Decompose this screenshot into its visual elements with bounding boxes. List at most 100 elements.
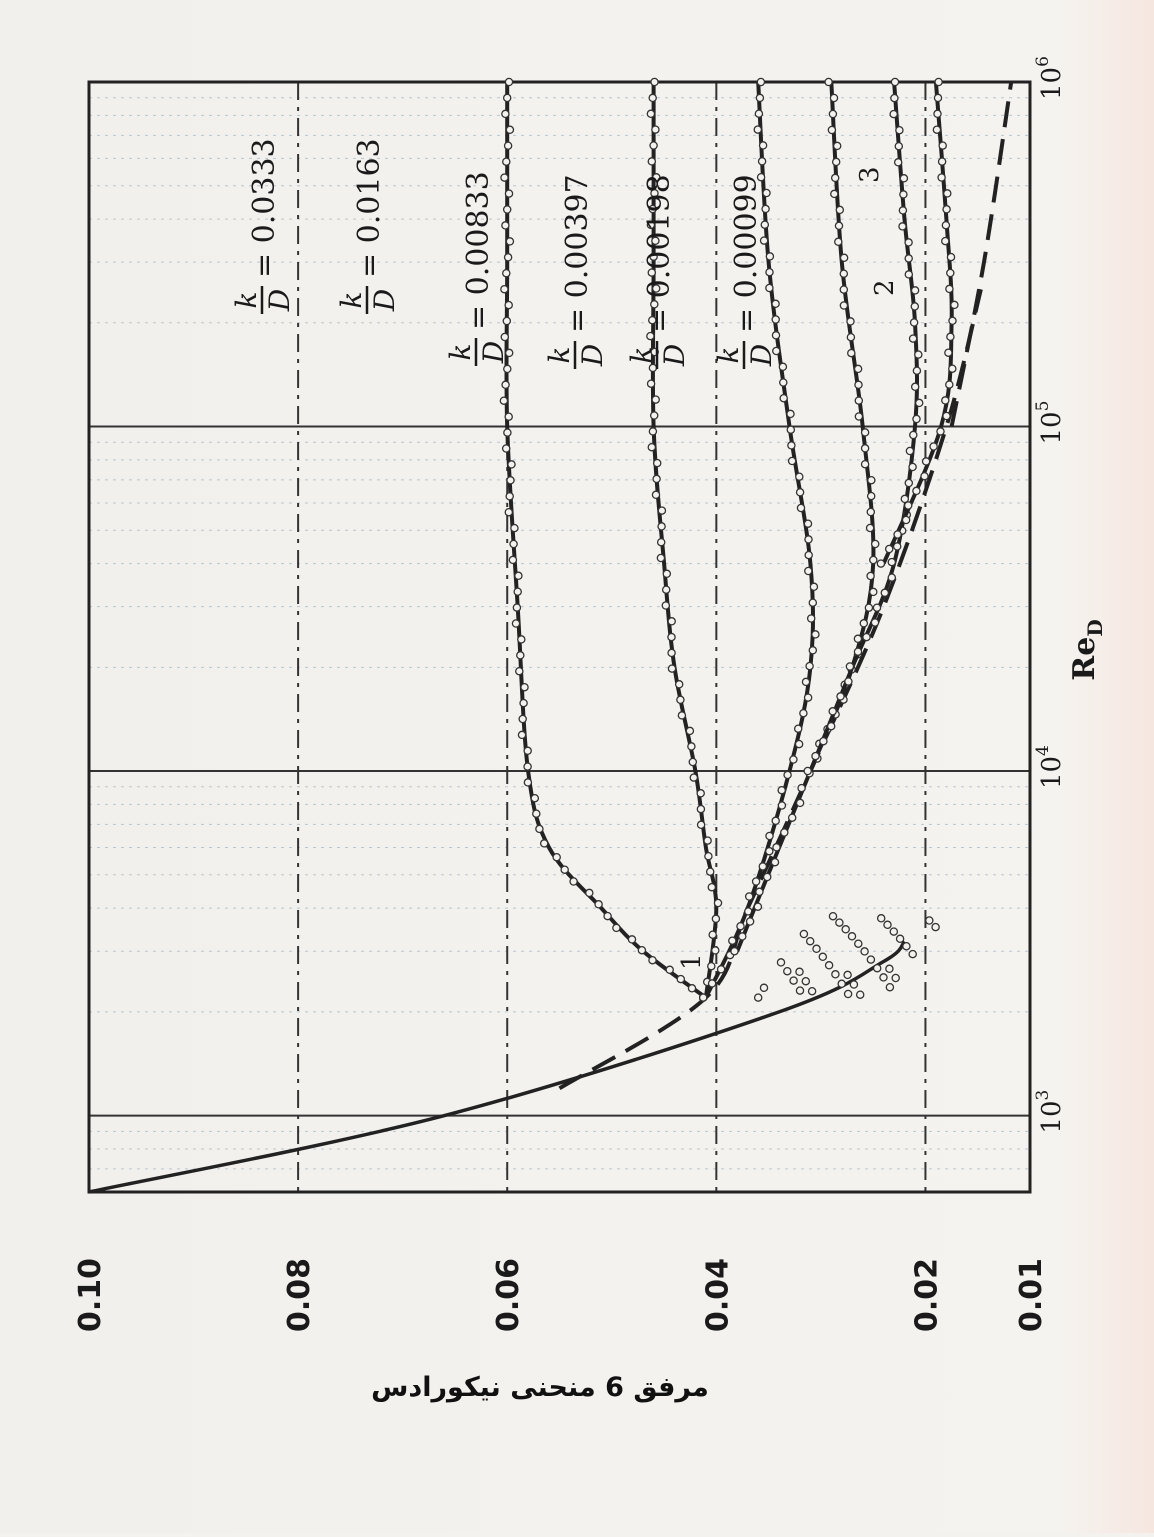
figure-caption: مرفق 6 منحنی نیکورادس bbox=[371, 1372, 709, 1403]
data-point bbox=[789, 976, 798, 985]
data-point bbox=[667, 617, 676, 626]
data-point bbox=[937, 157, 947, 166]
chart-labels: 103 104 105 106 0.10 0.08 0.06 0.04 0.02 0.01 ReD 1… bbox=[73, 56, 1107, 1332]
data-point bbox=[948, 364, 957, 373]
data-point bbox=[503, 364, 512, 374]
data-point bbox=[811, 630, 820, 639]
data-point bbox=[505, 125, 515, 135]
data-point bbox=[771, 816, 780, 826]
data-point bbox=[899, 174, 909, 183]
data-point bbox=[859, 619, 869, 628]
data-point bbox=[824, 77, 833, 87]
data-point bbox=[803, 766, 812, 776]
data-point bbox=[585, 888, 594, 898]
data-point bbox=[504, 348, 514, 358]
data-point bbox=[900, 494, 910, 504]
data-point bbox=[902, 941, 911, 951]
data-point bbox=[650, 188, 659, 198]
data-point bbox=[839, 285, 849, 294]
data-point bbox=[753, 993, 763, 1002]
data-point bbox=[759, 983, 769, 993]
data-point bbox=[854, 939, 863, 948]
data-point bbox=[921, 457, 931, 466]
series-label: k D = 0.00198 bbox=[625, 174, 691, 369]
data-point bbox=[904, 238, 913, 247]
data-point bbox=[569, 877, 578, 886]
data-point bbox=[836, 692, 845, 701]
data-point bbox=[505, 237, 515, 246]
roughness-value: = 0.00198 bbox=[642, 174, 677, 333]
data-point bbox=[941, 220, 951, 230]
data-point bbox=[504, 77, 514, 87]
series-label: k D = 0.00397 bbox=[543, 174, 609, 369]
data-point bbox=[515, 666, 524, 676]
data-point bbox=[657, 506, 667, 515]
data-point bbox=[950, 300, 959, 310]
data-point bbox=[943, 189, 952, 198]
data-point bbox=[779, 393, 788, 403]
data-point bbox=[804, 550, 813, 560]
data-point bbox=[890, 77, 900, 87]
data-point bbox=[779, 378, 788, 387]
data-point bbox=[826, 721, 836, 731]
data-point bbox=[901, 515, 911, 525]
data-point bbox=[796, 503, 806, 513]
data-point bbox=[696, 820, 706, 830]
data-point bbox=[661, 585, 671, 594]
data-point bbox=[889, 927, 899, 936]
transition-data-points bbox=[753, 911, 940, 1002]
data-point bbox=[707, 961, 716, 971]
data-point bbox=[523, 778, 533, 787]
data-point bbox=[892, 542, 902, 551]
reference-line-label: 3 bbox=[855, 166, 885, 183]
data-point bbox=[667, 632, 676, 642]
data-point bbox=[914, 398, 924, 408]
data-point bbox=[516, 651, 525, 660]
data-point bbox=[650, 300, 659, 309]
data-point bbox=[797, 783, 806, 793]
y-tick-label: 0.04 bbox=[700, 1258, 735, 1332]
data-point bbox=[839, 301, 849, 310]
data-point bbox=[839, 269, 849, 278]
data-point bbox=[646, 109, 656, 119]
data-point bbox=[502, 93, 512, 103]
data-point bbox=[912, 366, 922, 375]
data-point bbox=[612, 923, 621, 933]
data-point bbox=[770, 857, 780, 867]
fraction-denominator: D bbox=[745, 344, 778, 367]
data-point bbox=[646, 220, 656, 230]
data-point bbox=[696, 804, 706, 814]
data-point bbox=[843, 970, 852, 980]
x-tick-label: 105 bbox=[1033, 401, 1067, 445]
data-point bbox=[847, 348, 856, 358]
data-point bbox=[594, 900, 603, 909]
data-point bbox=[860, 428, 870, 437]
data-point bbox=[677, 711, 687, 720]
data-point bbox=[885, 964, 894, 974]
plot-border bbox=[87, 80, 1032, 1194]
data-point bbox=[736, 921, 745, 931]
data-point bbox=[828, 911, 838, 921]
series-label: k D = 0.0163 bbox=[335, 138, 401, 314]
data-point bbox=[500, 173, 509, 182]
data-point bbox=[765, 252, 775, 261]
data-point bbox=[753, 125, 763, 134]
data-point bbox=[819, 736, 828, 746]
data-point bbox=[929, 442, 938, 451]
data-point bbox=[801, 976, 811, 986]
data-point bbox=[835, 918, 844, 927]
data-point bbox=[789, 755, 798, 764]
data-point bbox=[809, 582, 819, 592]
data-point bbox=[933, 93, 943, 103]
data-point bbox=[812, 944, 821, 954]
data-point bbox=[910, 286, 920, 295]
data-point bbox=[805, 936, 815, 946]
data-point bbox=[504, 300, 513, 310]
data-point bbox=[870, 539, 880, 549]
data-point bbox=[502, 157, 511, 166]
data-point bbox=[946, 252, 956, 262]
data-point bbox=[646, 379, 656, 388]
data-point bbox=[674, 680, 684, 689]
data-point bbox=[507, 460, 516, 469]
